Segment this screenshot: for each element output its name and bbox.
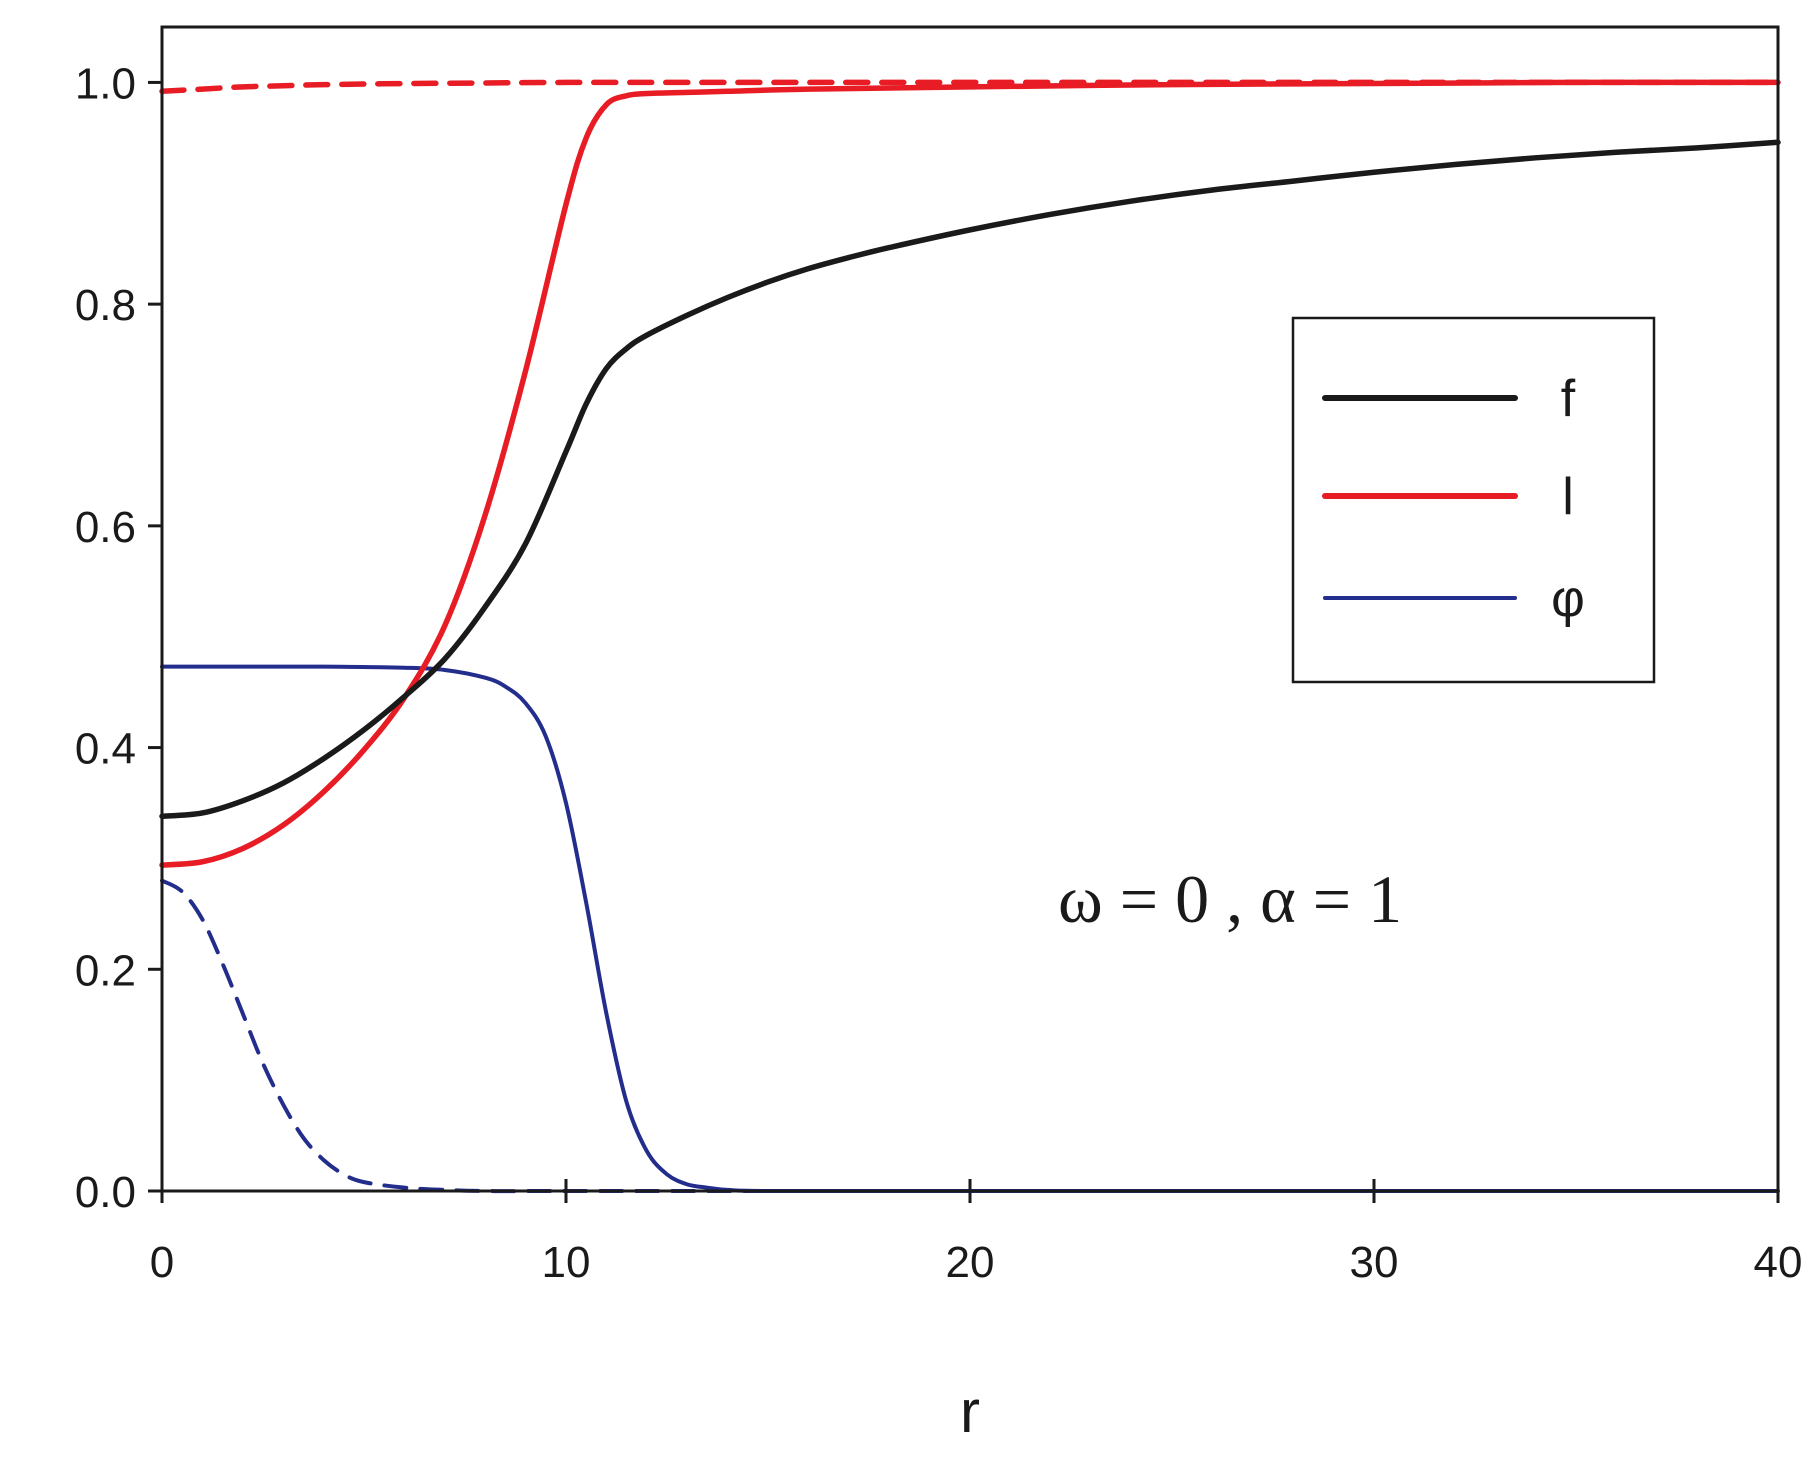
- x-axis-title: r: [960, 1378, 980, 1445]
- series-line-3: [159, 79, 1781, 95]
- series-line-4: [160, 878, 1780, 1194]
- y-tick-label: 0.4: [75, 725, 136, 774]
- parameter-annotation: ω = 0 , α = 1: [1058, 861, 1402, 937]
- legend-label: φ: [1551, 570, 1585, 628]
- series-line-2: [160, 664, 1780, 1194]
- y-tick-label: 0.8: [75, 281, 136, 330]
- legend-label: f: [1561, 370, 1576, 428]
- series-line-1: [159, 79, 1781, 868]
- x-tick-label: 40: [1754, 1238, 1803, 1287]
- legend: flφ: [1291, 316, 1656, 684]
- x-tick-label: 10: [542, 1238, 591, 1287]
- y-tick-label: 0.2: [75, 946, 136, 995]
- y-tick-label: 0.0: [75, 1168, 136, 1217]
- x-tick-label: 30: [1350, 1238, 1399, 1287]
- x-tick-label: 20: [946, 1238, 995, 1287]
- y-tick-label: 1.0: [75, 59, 136, 108]
- legend-label: l: [1562, 468, 1574, 526]
- legend-box: [1291, 316, 1656, 684]
- series-line-0: [159, 139, 1781, 820]
- x-tick-label: 0: [150, 1238, 174, 1287]
- tick-layer: 0 10 20 30 40 0.0 0.2 0.4 0.6 0.8 1.0: [75, 59, 1803, 1287]
- y-tick-label: 0.6: [75, 503, 136, 552]
